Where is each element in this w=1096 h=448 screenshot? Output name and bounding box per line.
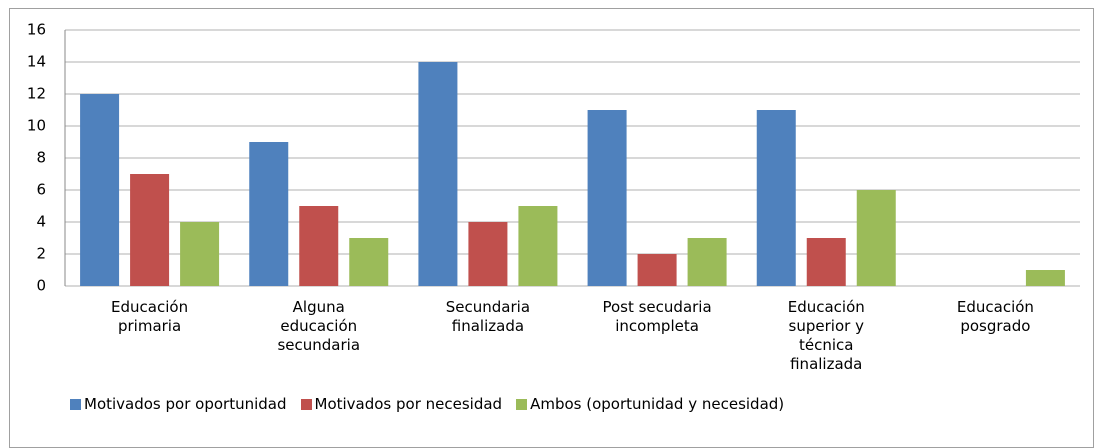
bar (806, 238, 846, 286)
legend-item: Motivados por oportunidad (70, 395, 287, 413)
y-tick-label: 12 (27, 85, 46, 103)
y-tick-label: 4 (36, 213, 46, 231)
legend-item: Motivados por necesidad (300, 395, 503, 413)
bar (80, 94, 120, 286)
y-tick-label: 16 (27, 21, 46, 39)
bar (249, 142, 289, 286)
y-tick-label: 8 (36, 149, 46, 167)
legend-label: Motivados por necesidad (314, 395, 503, 413)
legend: Motivados por oportunidad Motivados por n… (70, 395, 784, 413)
bar (130, 174, 170, 286)
x-tick-label: Educación primaria (111, 298, 189, 335)
bar (299, 206, 339, 286)
legend-swatch (70, 398, 81, 410)
bar (180, 222, 220, 286)
y-tick-label: 6 (36, 181, 46, 199)
bar (418, 62, 458, 286)
bar (468, 222, 508, 286)
legend-swatch (516, 398, 528, 410)
legend-item: Ambos (oportunidad y necesidad) (516, 395, 784, 413)
legend-swatch (300, 398, 312, 410)
y-tick-label: 10 (27, 117, 46, 135)
bar (349, 238, 389, 286)
bar (518, 206, 558, 286)
y-tick-label: 14 (27, 53, 46, 71)
chart: 0 2 4 6 8 10 12 14 16 Motivados por oportunidad M… (9, 8, 1094, 448)
y-tick-label: 2 (36, 245, 46, 263)
x-tick-label: Alguna educación secundaria (277, 298, 361, 354)
legend-label: Ambos (oportunidad y necesidad) (530, 395, 785, 413)
plot: 0 2 4 6 8 10 12 14 16 (27, 21, 1080, 295)
x-tick-label: Post secudaria incompleta (602, 298, 712, 335)
bar (1025, 270, 1065, 286)
x-tick-label: Educación superior y técnica finalizada (787, 298, 865, 373)
y-tick-label: 0 (36, 277, 46, 295)
bar (637, 254, 677, 286)
legend-label: Motivados por oportunidad (84, 395, 287, 413)
bar (687, 238, 727, 286)
bar (856, 190, 896, 286)
bar (756, 110, 796, 286)
x-tick-label: Secundaria finalizada (445, 298, 531, 335)
bar (587, 110, 627, 286)
x-tick-label: Educación posgrado (956, 298, 1034, 335)
